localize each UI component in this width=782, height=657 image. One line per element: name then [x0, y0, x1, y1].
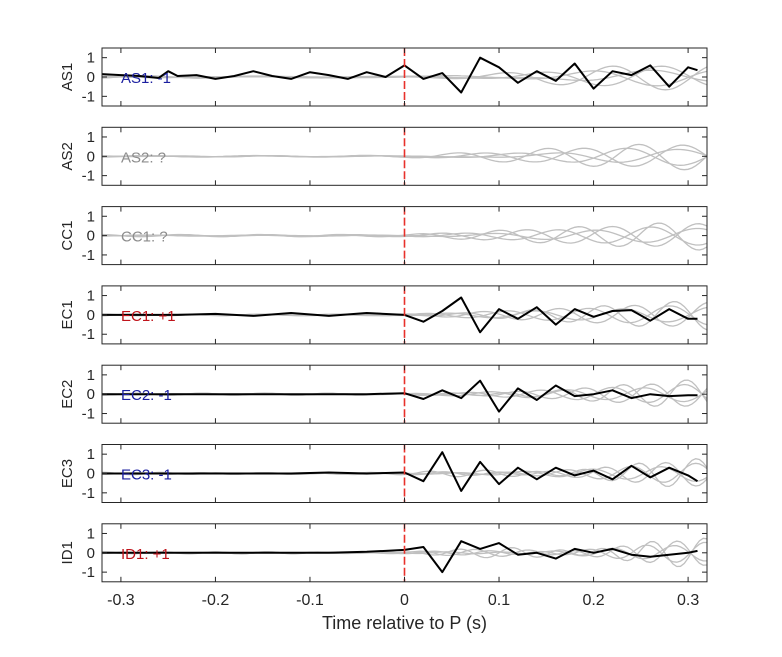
panel-id1: 1 0 -1 ID1 ID1: +1	[59, 523, 708, 583]
y-tick-label: -1	[82, 247, 95, 264]
y-axis-label: AS1	[59, 63, 76, 91]
y-tick-label: 0	[87, 69, 95, 86]
y-tick-label: 1	[87, 50, 95, 67]
x-tick-label: -0.2	[202, 592, 230, 609]
polarity-annotation: EC1: +1	[121, 308, 176, 325]
y-tick-label: 1	[87, 288, 95, 305]
y-axis-label: EC3	[59, 459, 76, 488]
data-trace	[102, 540, 698, 574]
panel-ec2: 1 0 -1 EC2 EC2: -1	[59, 364, 708, 424]
data-trace	[102, 451, 699, 492]
polarity-annotation: AS1: -1	[121, 70, 171, 87]
y-tick-label: 1	[87, 525, 95, 542]
y-tick-label: 0	[87, 228, 95, 245]
y-tick-label: 0	[87, 545, 95, 562]
x-axis-label: Time relative to P (s)	[322, 613, 487, 633]
y-axis-label: CC1	[59, 221, 76, 251]
x-tick-label: -0.1	[296, 592, 324, 609]
y-tick-label: -1	[82, 326, 95, 343]
y-tick-label: 0	[87, 307, 95, 324]
y-tick-label: -1	[82, 168, 95, 185]
y-axis-label: EC2	[59, 380, 76, 409]
data-trace	[102, 296, 698, 334]
y-tick-label: 1	[87, 367, 95, 384]
polarity-annotation: AS2: ?	[121, 149, 166, 166]
data-trace	[102, 379, 698, 413]
polarity-annotation: CC1: ?	[121, 229, 168, 246]
y-tick-label: -1	[82, 564, 95, 581]
y-tick-label: 0	[87, 466, 95, 483]
panel-ec1: 1 0 -1 EC1 EC1: +1	[59, 285, 708, 345]
y-tick-label: 0	[87, 148, 95, 165]
y-tick-label: 1	[87, 129, 95, 146]
panel-cc1: 1 0 -1 CC1 CC1: ?	[59, 206, 708, 266]
x-tick-label: 0	[400, 592, 409, 609]
panel-as1: 1 0 -1 AS1 AS1: -1	[59, 47, 708, 107]
x-tick-label: 0.1	[488, 592, 510, 609]
polarity-annotation: ID1: +1	[121, 546, 170, 563]
panel-as2: 1 0 -1 AS2 AS2: ?	[59, 126, 708, 186]
y-tick-label: -1	[82, 485, 95, 502]
data-trace	[102, 56, 698, 94]
y-axis-label: EC1	[59, 300, 76, 329]
polarity-annotation: EC2: -1	[121, 387, 172, 404]
y-tick-label: 1	[87, 208, 95, 225]
x-tick-label: 0.3	[677, 592, 699, 609]
y-tick-label: -1	[82, 88, 95, 105]
x-tick-label: -0.3	[107, 592, 135, 609]
y-tick-label: -1	[82, 406, 95, 423]
x-tick-label: 0.2	[582, 592, 604, 609]
y-tick-label: 1	[87, 446, 95, 463]
y-axis-label: AS2	[59, 142, 76, 170]
y-tick-label: 0	[87, 386, 95, 403]
polarity-annotation: EC3: -1	[121, 467, 172, 484]
y-axis-label: ID1	[59, 541, 76, 564]
panel-ec3: 1 0 -1 EC3 EC3: -1	[59, 444, 708, 503]
